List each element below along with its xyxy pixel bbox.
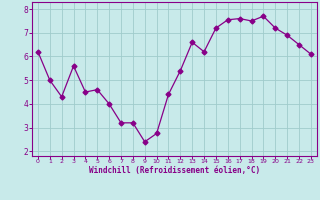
X-axis label: Windchill (Refroidissement éolien,°C): Windchill (Refroidissement éolien,°C): [89, 166, 260, 175]
